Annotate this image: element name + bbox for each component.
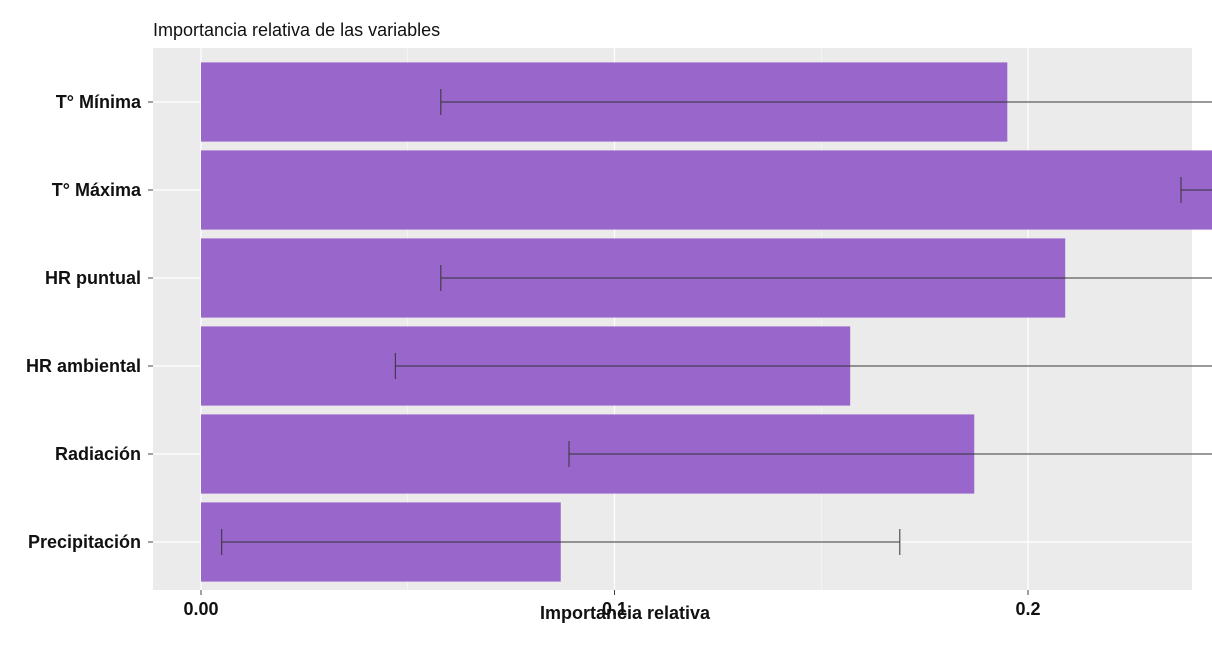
error-bar	[221, 529, 901, 555]
x-axis-label: Importancia relativa	[540, 603, 711, 623]
y-tick-label: Radiación	[55, 444, 141, 464]
x-tick-label: 0.2	[1015, 599, 1040, 619]
x-tick-label: 0.1	[602, 599, 627, 619]
x-tick-label: 0.00	[183, 599, 218, 619]
chart-title: Importancia relativa de las variables	[153, 20, 441, 40]
error-bar	[440, 89, 1212, 115]
error-bar	[394, 353, 1212, 379]
error-bar	[440, 265, 1212, 291]
y-tick-label: Precipitación	[28, 532, 141, 552]
y-tick-label: T° Mínima	[56, 92, 142, 112]
bar	[201, 150, 1212, 230]
error-bar	[1180, 177, 1212, 203]
y-tick-label: HR ambiental	[26, 356, 141, 376]
y-tick-label: T° Máxima	[52, 180, 142, 200]
error-bar	[568, 441, 1212, 467]
y-tick-label: HR puntual	[45, 268, 141, 288]
